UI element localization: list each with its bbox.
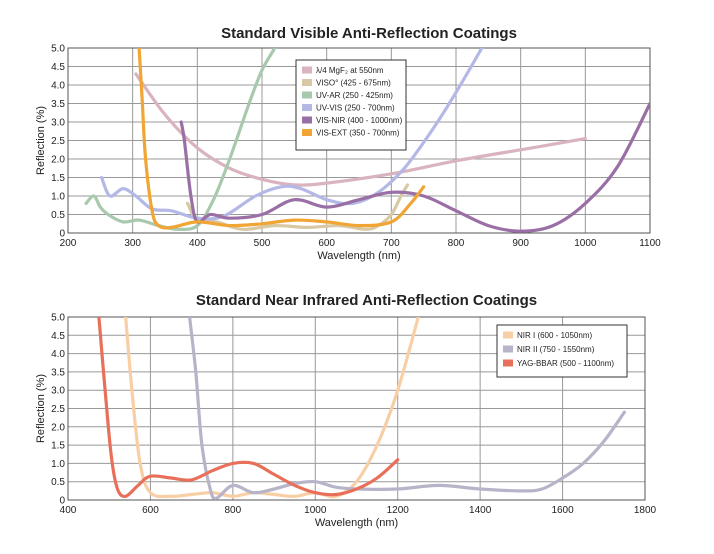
series-line xyxy=(179,101,650,233)
x-tick-label: 800 xyxy=(448,238,465,249)
y-tick-label: 4.0 xyxy=(51,81,65,92)
y-tick-label: 4.5 xyxy=(51,331,65,342)
legend-swatch xyxy=(503,345,513,353)
plot-area xyxy=(67,316,646,501)
legend-swatch xyxy=(302,79,312,86)
y-tick-label: 2.5 xyxy=(51,136,65,147)
x-tick-label: 1400 xyxy=(469,505,492,516)
y-tick-label: 3.5 xyxy=(51,99,65,110)
y-tick-label: 3.0 xyxy=(51,118,65,129)
y-tick-label: 3.5 xyxy=(51,367,65,378)
x-tick-label: 300 xyxy=(124,238,141,249)
series-line xyxy=(100,48,484,221)
legend-box xyxy=(295,59,407,151)
legend-box xyxy=(496,324,628,378)
legend-entry: VISO° (425 - 675nm) xyxy=(316,79,391,88)
plot-area xyxy=(67,47,651,234)
legend-entry: λ/4 MgF₂ at 550nm xyxy=(316,66,384,75)
x-tick-label: 800 xyxy=(225,505,242,516)
series-line xyxy=(188,317,626,500)
legend-swatch xyxy=(503,359,513,367)
legend-entry: UV-VIS (250 - 700nm) xyxy=(316,104,395,113)
x-axis-label: Wavelength (nm) xyxy=(317,250,400,262)
series-line xyxy=(97,317,400,499)
y-tick-label: 4.0 xyxy=(51,349,65,360)
x-tick-label: 900 xyxy=(512,238,529,249)
y-tick-label: 1.5 xyxy=(51,441,65,452)
legend-entry: VIS-NIR (400 - 1000nm) xyxy=(316,116,403,125)
legend-entry: VIS-EXT (350 - 700nm) xyxy=(316,129,400,138)
x-tick-label: 1000 xyxy=(574,238,597,249)
y-tick-label: 0.5 xyxy=(51,477,65,488)
series-line xyxy=(134,72,587,187)
x-tick-label: 1200 xyxy=(387,505,410,516)
series-line xyxy=(137,48,426,230)
x-tick-label: 600 xyxy=(142,505,159,516)
x-tick-label: 500 xyxy=(254,238,271,249)
x-tick-label: 400 xyxy=(189,238,206,249)
y-tick-label: 5.0 xyxy=(51,313,65,324)
legend-swatch xyxy=(302,66,312,74)
y-tick-label: 0 xyxy=(59,496,65,507)
chart-title: Standard Near Infrared Anti-Reflection C… xyxy=(196,292,537,309)
x-tick-label: 1800 xyxy=(634,505,657,516)
nir-coatings-chart: Standard Near Infrared Anti-Reflection C… xyxy=(35,292,657,529)
x-tick-label: 700 xyxy=(383,238,400,249)
y-axis-label: Reflection (%) xyxy=(35,106,47,175)
series-group xyxy=(97,317,626,500)
y-tick-label: 1.0 xyxy=(51,459,65,470)
chart-title: Standard Visible Anti-Reflection Coating… xyxy=(221,25,517,42)
y-tick-label: 2.0 xyxy=(51,422,65,433)
y-tick-label: 5.0 xyxy=(51,44,65,55)
y-tick-label: 1.5 xyxy=(51,173,65,184)
legend-swatch xyxy=(302,104,312,111)
x-tick-label: 200 xyxy=(60,238,77,249)
legend-swatch xyxy=(302,116,312,124)
y-tick-label: 1.0 xyxy=(51,192,65,203)
legend-swatch xyxy=(302,91,312,99)
x-tick-label: 400 xyxy=(60,505,77,516)
visible-coatings-chart: Standard Visible Anti-Reflection Coating… xyxy=(35,25,661,262)
y-tick-label: 0 xyxy=(59,229,65,240)
y-tick-label: 4.5 xyxy=(51,62,65,73)
legend-entry: NIR I (600 - 1050nm) xyxy=(517,331,592,340)
legend-entry: NIR II (750 - 1550nm) xyxy=(517,345,595,354)
y-tick-label: 2.5 xyxy=(51,404,65,415)
x-tick-label: 1100 xyxy=(639,238,661,249)
legend-entry: UV-AR (250 - 425nm) xyxy=(316,91,393,100)
x-tick-label: 1000 xyxy=(304,505,327,516)
y-tick-label: 2.0 xyxy=(51,155,65,166)
x-axis-label: Wavelength (nm) xyxy=(315,517,398,529)
series-line xyxy=(124,317,420,499)
y-tick-label: 0.5 xyxy=(51,210,65,221)
y-axis-label: Reflection (%) xyxy=(35,374,47,443)
series-group xyxy=(84,48,650,233)
y-tick-label: 3.0 xyxy=(51,386,65,397)
legend-swatch xyxy=(503,331,513,339)
x-tick-label: 1600 xyxy=(551,505,574,516)
x-tick-label: 600 xyxy=(318,238,335,249)
series-line xyxy=(186,183,410,231)
legend-swatch xyxy=(302,129,312,136)
legend-entry: YAG-BBAR (500 - 1100nm) xyxy=(517,359,614,368)
